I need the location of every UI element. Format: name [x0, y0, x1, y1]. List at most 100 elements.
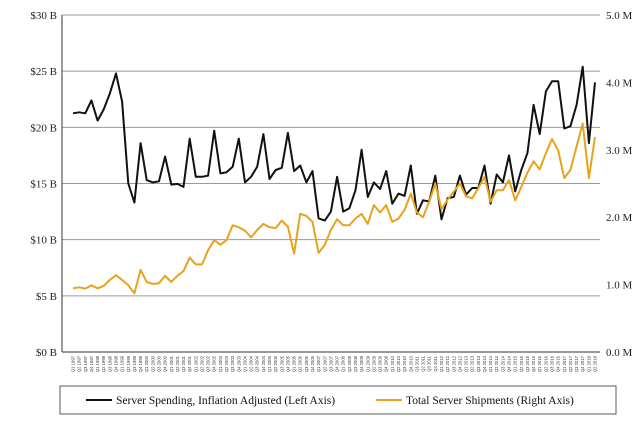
x-tick-label: Q4 2015 [531, 355, 536, 372]
x-tick-label: Q3 2015 [525, 355, 530, 372]
x-tick-label: Q3 2003 [230, 355, 235, 372]
left-tick-label: $5 B [36, 291, 57, 303]
x-tick-label: Q1 2011 [414, 355, 419, 371]
x-tick-label: Q1 1999 [120, 355, 125, 372]
x-tick-label: Q4 2000 [163, 355, 168, 372]
x-tick-label: Q3 1998 [107, 355, 112, 372]
x-tick-label: Q2 2008 [347, 355, 352, 372]
x-tick-label: Q2 2009 [371, 355, 376, 372]
x-tick-label: Q1 2000 [144, 355, 149, 372]
x-tick-label: Q1 2004 [242, 355, 247, 372]
x-tick-label: Q3 1997 [83, 355, 88, 372]
x-tick-label: Q1 2002 [193, 355, 198, 372]
x-tick-label: Q1 2012 [439, 355, 444, 372]
x-tick-label: Q4 2016 [556, 355, 561, 372]
x-tick-label: Q2 2016 [543, 355, 548, 372]
x-tick-label: Q3 2009 [378, 355, 383, 372]
x-tick-label: Q2 1997 [77, 355, 82, 372]
x-tick-label: Q2 1999 [126, 355, 131, 372]
left-tick-label: $30 B [30, 10, 57, 22]
right-axis-ticks: 0.0 M 1.0 M 2.0 M 3.0 M 4.0 M 5.0 M [606, 10, 633, 359]
x-tick-label: Q4 2001 [187, 355, 192, 372]
x-tick-label: Q3 2001 [181, 355, 186, 372]
legend-label-shipments: Total Server Shipments (Right Axis) [406, 395, 574, 407]
x-tick-label: Q1 2003 [218, 355, 223, 372]
x-tick-label: Q3 1999 [132, 355, 137, 372]
x-tick-label: Q3 2014 [500, 355, 505, 372]
x-tick-label: Q4 2013 [482, 355, 487, 372]
x-tick-label: Q3 2017 [574, 355, 579, 372]
x-tick-label: Q1 1998 [95, 355, 100, 372]
left-tick-label: $25 B [30, 66, 57, 78]
x-tick-label: Q3 2008 [353, 355, 358, 372]
x-tick-label: Q2 2000 [150, 355, 155, 372]
x-tick-label: Q2 2014 [494, 355, 499, 372]
x-tick-label: Q4 2011 [433, 355, 438, 371]
x-tick-label: Q4 2009 [384, 355, 389, 372]
left-tick-label: $10 B [30, 235, 57, 247]
x-tick-label: Q3 2010 [402, 355, 407, 372]
x-tick-label: Q3 2007 [328, 355, 333, 372]
x-tick-label: Q1 2014 [488, 355, 493, 372]
x-tick-label: Q1 2001 [169, 355, 174, 372]
left-tick-label: $0 B [36, 347, 57, 359]
right-tick-label: 3.0 M [606, 145, 633, 157]
x-tick-label: Q4 2002 [212, 355, 217, 372]
x-tick-label: Q4 2010 [408, 355, 413, 372]
x-tick-label: Q2 2015 [519, 355, 524, 372]
x-tick-label: Q4 1999 [138, 355, 143, 372]
x-tick-label: Q4 2003 [236, 355, 241, 372]
series-line-server-shipments [72, 122, 596, 295]
x-tick-label: Q1 2005 [267, 355, 272, 372]
x-tick-label: Q3 2011 [427, 355, 432, 371]
x-tick-label: Q1 2006 [292, 355, 297, 372]
x-tick-label: Q2 2010 [396, 355, 401, 372]
x-tick-label: Q1 2015 [513, 355, 518, 372]
x-tick-label: Q2 2004 [249, 355, 254, 372]
x-tick-label: Q3 2013 [476, 355, 481, 372]
x-tick-label: Q4 2017 [580, 355, 585, 372]
x-tick-label: Q2 2003 [224, 355, 229, 372]
x-tick-label: Q4 2008 [359, 355, 364, 372]
x-tick-label: Q1 2018 [586, 355, 591, 372]
right-tick-label: 2.0 M [606, 212, 633, 224]
x-tick-label: Q3 2006 [304, 355, 309, 372]
x-tick-label: Q1 2007 [316, 355, 321, 372]
series-line-server-spending [72, 65, 596, 222]
x-tick-label: Q1 2009 [365, 355, 370, 372]
left-tick-label: $15 B [30, 179, 57, 191]
x-tick-label: Q4 2005 [285, 355, 290, 372]
x-tick-label: Q3 2004 [255, 355, 260, 372]
gridlines [62, 14, 600, 297]
x-axis-ticks: Q1 1997 Q2 1997 Q3 1997 Q4 1997 Q1 1998 Q2 19… [71, 355, 598, 372]
right-tick-label: 4.0 M [606, 77, 633, 89]
series-lines [72, 65, 596, 295]
x-tick-label: Q2 2018 [593, 355, 598, 372]
x-tick-label: Q1 1997 [71, 355, 76, 372]
x-tick-label: Q3 2002 [206, 355, 211, 372]
x-tick-label: Q1 2010 [390, 355, 395, 372]
x-tick-label: Q1 2013 [464, 355, 469, 372]
x-tick-label: Q2 1998 [101, 355, 106, 372]
x-tick-label: Q2 2002 [199, 355, 204, 372]
x-tick-label: Q1 2016 [537, 355, 542, 372]
x-tick-label: Q2 2001 [175, 355, 180, 372]
legend-label-spending: Server Spending, Inflation Adjusted (Lef… [116, 395, 335, 407]
x-tick-label: Q4 2004 [261, 355, 266, 372]
x-tick-label: Q4 1998 [113, 355, 118, 372]
left-tick-label: $20 B [30, 122, 57, 134]
x-tick-label: Q4 2014 [507, 355, 512, 372]
x-tick-label: Q1 2017 [562, 355, 567, 372]
x-tick-label: Q4 2006 [310, 355, 315, 372]
x-tick-label: Q2 2007 [322, 355, 327, 372]
x-tick-label: Q3 2005 [279, 355, 284, 372]
x-tick-label: Q2 2005 [273, 355, 278, 372]
x-tick-label: Q2 2013 [470, 355, 475, 372]
x-tick-label: Q4 2007 [335, 355, 340, 372]
x-tick-label: Q3 2012 [451, 355, 456, 372]
right-tick-label: 1.0 M [606, 280, 633, 292]
right-tick-label: 0.0 M [606, 347, 633, 359]
x-tick-label: Q1 2008 [341, 355, 346, 372]
x-tick-label: Q3 2000 [156, 355, 161, 372]
